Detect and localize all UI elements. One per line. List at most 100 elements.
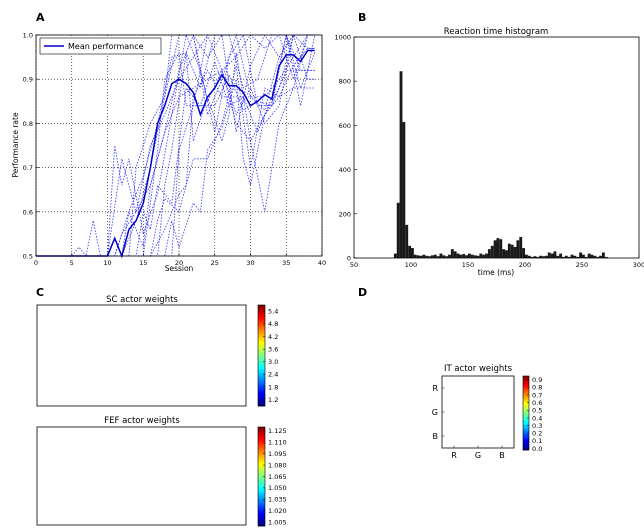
- reaction-time-histogram: Reaction time histogram time (ms) 50 100 1…: [334, 27, 644, 277]
- it-weights-panel: IT actor weights R G BRGB0.00.10.20.30.40.…: [432, 364, 543, 460]
- colorbar-segment: [258, 455, 265, 458]
- individual-run-line: [36, 34, 315, 257]
- colorbar-frame: [522, 375, 530, 451]
- colorbar-segment: [258, 521, 265, 524]
- histogram-bar: [576, 256, 580, 258]
- colorbar-segment: [258, 389, 265, 392]
- histogram-bar: [493, 240, 497, 258]
- colorbar-tick-label: 0.2: [532, 430, 542, 438]
- histogram-bar: [470, 254, 474, 258]
- colorbar-segment: [258, 433, 265, 436]
- colorbar-segment: [523, 448, 529, 451]
- colorbar-segment: [258, 445, 265, 448]
- histogram-bar: [413, 254, 417, 258]
- colorbar-segment: [258, 374, 265, 377]
- histogram-bar: [507, 243, 511, 258]
- histogram-bar: [419, 255, 423, 258]
- chart-title: Reaction time histogram: [444, 27, 549, 37]
- colorbar-segment: [523, 437, 529, 440]
- histogram-bar: [587, 253, 591, 258]
- colorbar-segment: [258, 320, 265, 323]
- histogram-bar: [468, 253, 471, 258]
- histogram-bar: [559, 253, 563, 258]
- histogram-bar: [428, 256, 431, 258]
- colorbar-segment: [523, 431, 529, 434]
- colorbar-segment: [258, 512, 265, 515]
- sc-weights-title: SC actor weights: [106, 295, 178, 305]
- colorbar-segment: [258, 395, 265, 398]
- histogram-bar: [533, 256, 537, 258]
- histogram-bar: [510, 244, 514, 258]
- histogram-bar: [513, 246, 517, 258]
- colorbar-segment: [258, 331, 265, 335]
- panel-letter-d: D: [358, 286, 367, 299]
- colorbar-segment: [258, 342, 265, 345]
- x-tick-label: 200: [519, 261, 531, 269]
- histogram-bar: [505, 250, 508, 258]
- colorbar-segment: [258, 328, 265, 331]
- histogram-bar: [490, 245, 494, 258]
- x-tick-label: 10: [103, 259, 111, 267]
- individual-run-line: [36, 69, 315, 257]
- colorbar-segment: [258, 390, 265, 393]
- colorbar-tick-label: 0.0: [532, 445, 542, 453]
- colorbar-segment: [258, 450, 265, 453]
- colorbar-segment: [258, 325, 265, 328]
- histogram-bar: [564, 255, 568, 258]
- colorbar-segment: [258, 367, 265, 370]
- colorbar-segment: [258, 347, 265, 350]
- colorbar-segment: [258, 372, 265, 375]
- colorbar-segment: [258, 491, 265, 494]
- colorbar-segment: [258, 311, 265, 314]
- histogram-bar: [579, 252, 582, 258]
- colorbar-segment: [523, 379, 529, 382]
- colorbar-segment: [258, 430, 265, 433]
- colorbar-segment: [258, 501, 265, 504]
- individual-run-line: [36, 34, 315, 257]
- y-tick-label: 0.9: [23, 76, 33, 84]
- histogram-bar: [396, 202, 400, 258]
- plot-frame: [353, 36, 640, 259]
- colorbar-segment: [523, 414, 529, 416]
- histogram-bar: [567, 256, 571, 258]
- colorbar-segment: [258, 506, 265, 509]
- colorbar-segment: [258, 463, 265, 466]
- colorbar-segment: [258, 516, 265, 519]
- colorbar-segment: [523, 421, 529, 424]
- colorbar-segment: [258, 321, 265, 324]
- colorbar-tick-label: 1.050: [268, 484, 287, 492]
- colorbar-tick-label: 0.5: [532, 407, 542, 415]
- colorbar-tick-label: 3.0: [268, 358, 278, 366]
- colorbar-segment: [258, 438, 265, 441]
- histogram-bar: [539, 255, 543, 258]
- colorbar-segment: [258, 440, 265, 443]
- histogram-bar: [499, 239, 503, 258]
- histogram-bar: [433, 254, 437, 258]
- histogram-bar: [408, 245, 411, 258]
- x-tick-label: 0: [34, 259, 38, 267]
- x-tick-label: 20: [175, 259, 183, 267]
- individual-run-line: [36, 34, 315, 257]
- colorbar-segment: [523, 398, 529, 400]
- panel-letter-b: B: [358, 11, 366, 24]
- histogram-bar: [519, 237, 523, 258]
- colorbar-segment: [258, 514, 265, 517]
- histogram-bar: [459, 254, 463, 258]
- histogram-bar: [487, 249, 491, 258]
- colorbar-segment: [258, 375, 265, 378]
- histogram-bar: [496, 238, 500, 258]
- colorbar-segment: [523, 430, 529, 432]
- x-tick-label: 15: [139, 259, 147, 267]
- colorbar-segment: [258, 486, 265, 489]
- colorbar-segment: [258, 488, 265, 491]
- histogram-bar: [462, 254, 466, 258]
- y-tick-label: 1.0: [23, 32, 33, 40]
- histogram-bar: [448, 254, 451, 258]
- colorbar-segment: [258, 507, 265, 510]
- colorbar-segment: [258, 468, 265, 471]
- colorbar-tick-label: 1.8: [268, 383, 278, 391]
- colorbar-segment: [523, 382, 529, 384]
- histogram-bar: [430, 255, 434, 258]
- colorbar-segment: [258, 348, 265, 351]
- colorbar-segment: [258, 358, 265, 361]
